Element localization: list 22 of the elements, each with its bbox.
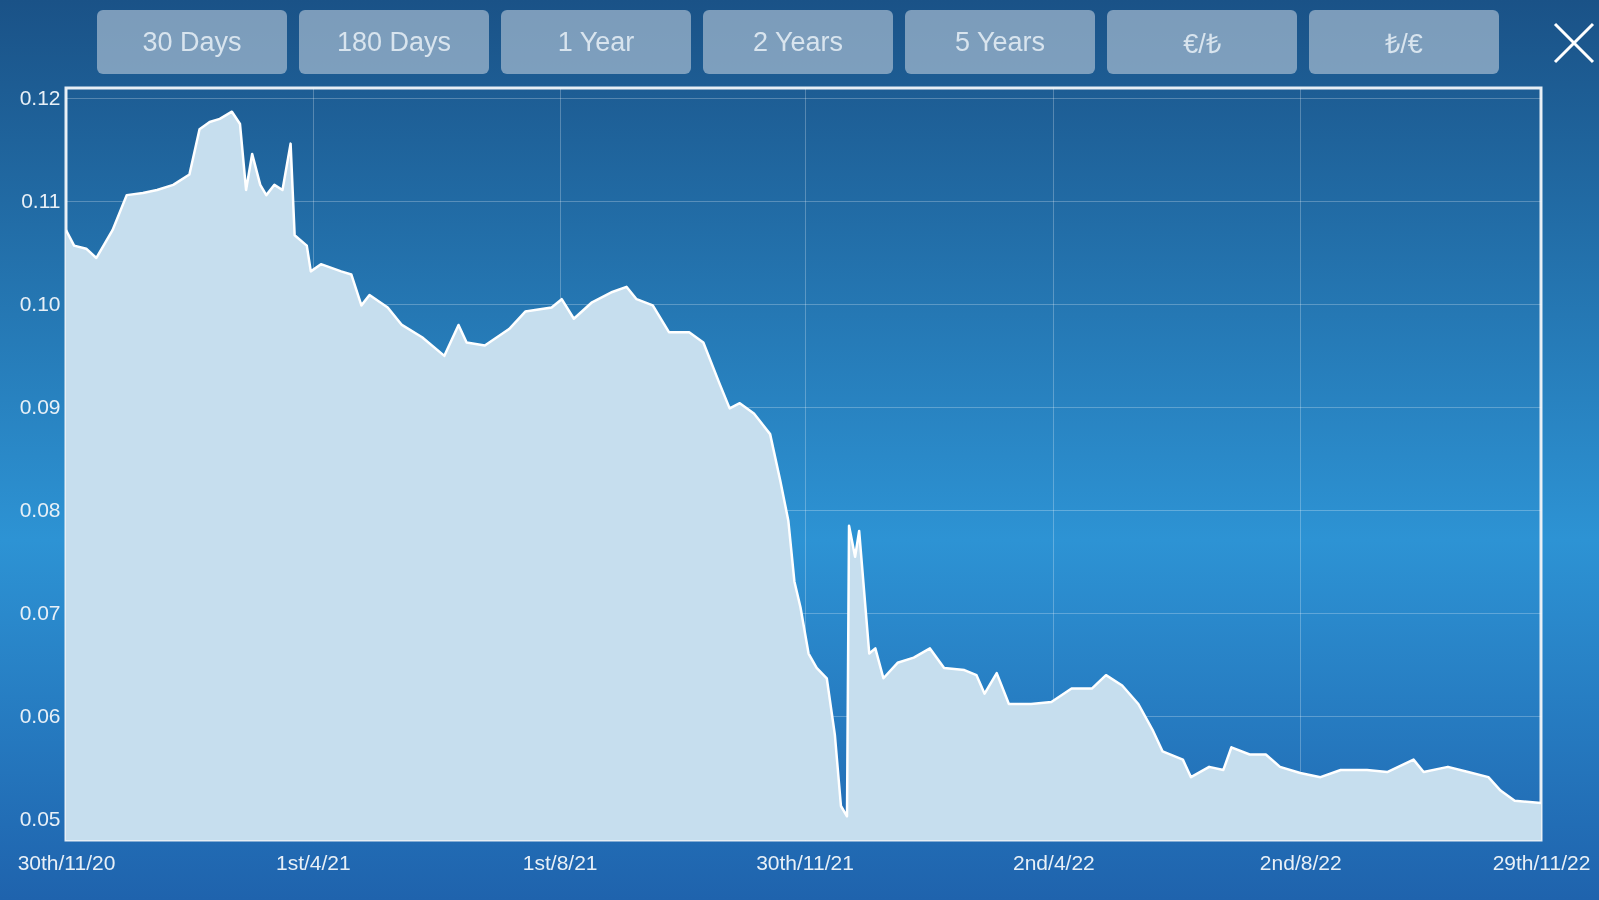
x-tick-label: 2nd/8/22 [1259, 850, 1342, 874]
y-tick-label: 0.08 [19, 497, 61, 521]
x-tick-label: 2nd/4/22 [1013, 850, 1095, 874]
y-tick-label: 0.12 [19, 85, 61, 109]
y-tick-label: 0.07 [19, 600, 61, 624]
text: €/₺ [1107, 10, 1297, 74]
y-tick-label: 0.10 [19, 291, 61, 315]
text: 30 Days [97, 10, 287, 74]
text: 5 Years [905, 10, 1095, 74]
y-tick-label: 0.09 [19, 394, 61, 418]
x-tick-label: 29th/11/22 [1492, 850, 1591, 874]
y-tick-label: 0.11 [21, 188, 61, 212]
text: 1 Year [501, 10, 691, 74]
y-tick-label: 0.06 [19, 703, 61, 727]
text: 180 Days [299, 10, 489, 74]
x-tick-label: 1st/4/21 [275, 850, 351, 874]
y-tick-label: 0.05 [19, 806, 61, 830]
x-tick-label: 1st/8/21 [522, 850, 598, 874]
x-tick-label: 30th/11/20 [17, 850, 116, 874]
x-tick-label: 30th/11/21 [756, 850, 854, 874]
text: ₺/€ [1309, 10, 1499, 74]
text: 2 Years [703, 10, 893, 74]
